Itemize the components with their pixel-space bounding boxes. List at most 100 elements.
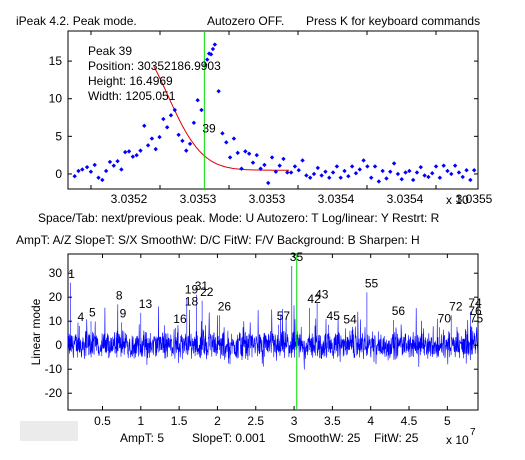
y-tick-label: 15	[49, 54, 63, 68]
x-tick-label: 3.0352	[111, 192, 148, 206]
data-point	[422, 173, 427, 178]
peak-label: 1	[68, 267, 75, 281]
y-tick-label: 5	[55, 129, 62, 143]
peak-label: 72	[449, 299, 463, 313]
data-point	[262, 162, 267, 168]
data-point	[111, 163, 116, 168]
data-point	[184, 148, 189, 153]
y-tick-label: 30	[49, 266, 63, 280]
x-tick-label: 1.5	[171, 414, 188, 428]
data-point	[269, 155, 275, 160]
x-tick-label: 3	[291, 414, 298, 428]
data-point	[123, 149, 128, 155]
data-point	[273, 169, 279, 174]
data-point	[157, 134, 162, 140]
x-tick-label: 4	[367, 414, 374, 428]
keyboard-hint: Press K for keyboard commands	[306, 14, 481, 28]
data-point	[250, 160, 256, 165]
data-point	[338, 175, 343, 180]
data-point	[441, 163, 446, 168]
data-point	[239, 166, 244, 171]
data-point	[426, 174, 431, 180]
peak-label: 45	[327, 309, 341, 323]
data-point	[84, 164, 90, 170]
data-point	[208, 52, 214, 57]
top-peak-number: 39	[202, 122, 216, 136]
data-point	[418, 164, 423, 170]
input-box[interactable]	[20, 421, 78, 441]
status-smoothw: SmoothW: 25	[288, 431, 361, 445]
y-tick-label: 0	[55, 338, 62, 352]
data-point	[403, 170, 408, 175]
top-data-points	[72, 42, 477, 186]
data-point	[311, 171, 317, 177]
data-point	[327, 175, 332, 180]
data-point	[285, 170, 290, 175]
data-point	[134, 152, 139, 158]
x-tick-label: 2.5	[247, 414, 264, 428]
data-point	[149, 136, 155, 141]
y-tick-label: 20	[49, 290, 63, 304]
data-point	[361, 158, 366, 163]
data-point	[212, 42, 218, 47]
data-point	[224, 140, 229, 145]
peak-label: 55	[365, 277, 379, 291]
peak-label: 4	[77, 310, 84, 324]
data-point	[300, 158, 305, 163]
peak-label: 76	[468, 304, 482, 318]
peak-label: 43	[315, 287, 329, 301]
peak-label: 35	[290, 250, 304, 264]
data-point	[277, 163, 282, 168]
data-point	[258, 166, 263, 171]
peak-label: 22	[200, 285, 214, 299]
data-point	[430, 171, 435, 176]
data-point	[191, 120, 197, 125]
data-point	[180, 138, 185, 144]
data-point	[307, 175, 313, 180]
data-point	[452, 163, 458, 168]
data-point	[246, 151, 252, 156]
data-point	[433, 164, 439, 169]
data-point	[130, 154, 136, 159]
data-point	[357, 167, 362, 172]
bottom-y-axis: -20 -10 0 10 20 30	[45, 266, 478, 400]
data-point	[103, 168, 109, 174]
peak-label: 5	[89, 305, 96, 319]
data-point	[460, 174, 465, 180]
data-point	[349, 164, 355, 169]
x-tick-label: 5	[444, 414, 451, 428]
peak-position: Position: 30352186.9903	[88, 59, 221, 73]
data-point	[254, 152, 259, 158]
data-point	[456, 170, 462, 175]
bottom-y-label: Linear mode	[29, 298, 43, 365]
x-tick-label: 3.0355	[456, 192, 493, 206]
peak-label: 8	[116, 289, 123, 303]
data-point	[88, 169, 94, 174]
data-point	[372, 164, 378, 169]
data-point	[153, 146, 158, 152]
y-tick-label: -10	[45, 362, 63, 376]
data-point	[164, 125, 170, 130]
data-point	[334, 164, 340, 169]
signal-trace	[67, 266, 479, 370]
data-point	[210, 46, 216, 52]
data-point	[187, 141, 193, 147]
data-point	[380, 168, 385, 174]
bottom-x-exponent-power: 7	[470, 427, 476, 438]
data-point	[288, 170, 294, 175]
data-point	[205, 57, 210, 62]
x-tick-label: 1	[137, 414, 144, 428]
data-point	[199, 107, 204, 113]
data-point	[172, 107, 177, 113]
data-point	[323, 169, 328, 174]
peak-label: 57	[277, 309, 291, 323]
peak-label: 19	[185, 283, 199, 297]
data-point	[437, 175, 443, 180]
data-point	[353, 171, 359, 176]
peak-width: Width: 1205.051	[88, 89, 176, 103]
x-tick-label: 3.0354	[387, 192, 424, 206]
data-point	[342, 168, 347, 174]
peak-label: 26	[218, 299, 232, 313]
data-point	[231, 136, 237, 141]
